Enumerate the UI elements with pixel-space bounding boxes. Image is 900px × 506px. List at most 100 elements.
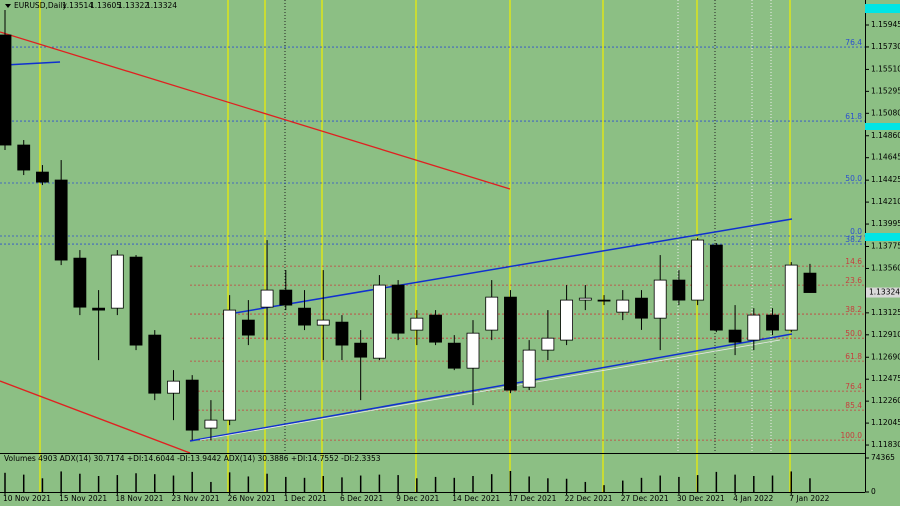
y-tick-label: 1.15080 [871, 108, 900, 117]
y2-tick-label: 74365 [871, 453, 895, 462]
candle-body [17, 144, 31, 171]
candle-body [0, 34, 12, 146]
header-high: 1.13605 [90, 1, 121, 10]
candle-body [560, 299, 573, 341]
candle-body [672, 279, 686, 301]
fibo-label: 100.0 [841, 431, 863, 440]
candle-body [709, 244, 723, 331]
y-tick-label: 1.12910 [871, 330, 900, 339]
y-tick-label: 1.15295 [871, 86, 900, 95]
y-tick-label: 1.14425 [871, 175, 900, 184]
y-tick-label: 1.15510 [871, 64, 900, 73]
candle-body [597, 299, 611, 302]
candle-body [110, 254, 124, 309]
header-close: 1.13324 [146, 1, 177, 10]
y-tick-label: 1.14860 [871, 131, 900, 140]
vertical-lines [39, 0, 791, 492]
candle-body [429, 314, 442, 343]
fibo-label: 76.4 [845, 382, 862, 391]
candle-body [204, 419, 218, 429]
fibo-label: 76.4 [845, 38, 862, 47]
x-tick-label: 22 Dec 2021 [565, 494, 613, 503]
x-tick-label: 18 Nov 2021 [115, 494, 163, 503]
x-tick-label: 9 Dec 2021 [396, 494, 439, 503]
y-tick-label: 1.15945 [871, 20, 900, 29]
candle-body [391, 284, 405, 334]
candle-body [54, 179, 68, 261]
x-tick-label: 30 Dec 2021 [677, 494, 725, 503]
x-tick-label: 17 Dec 2021 [508, 494, 556, 503]
price-marker [865, 4, 900, 13]
candle-body [73, 257, 87, 308]
axes: 1.15945 1.15730 1.15510 1.15295 1.15080 1.148… [3, 20, 900, 503]
price-marker [865, 123, 900, 130]
candle-body [522, 349, 536, 388]
candle-body [279, 289, 293, 306]
candle-body [485, 296, 499, 331]
symbol-marker [5, 4, 11, 8]
candle-body [728, 329, 742, 343]
current-price-box [866, 287, 900, 298]
candle-body [129, 256, 143, 346]
candle-body [36, 171, 49, 183]
candle-body [260, 289, 274, 308]
fibo-label: 14.6 [845, 257, 862, 266]
candle-body [803, 272, 817, 293]
candle-body [148, 334, 162, 394]
x-tick-label: 27 Dec 2021 [621, 494, 669, 503]
candle-body [635, 297, 648, 319]
y-tick-label: 1.11830 [871, 440, 900, 449]
fibo-label: 38.2 [845, 305, 862, 314]
candle-body [447, 342, 461, 369]
y-tick-label: 1.13125 [871, 308, 900, 317]
fibo-label: 50.0 [845, 329, 862, 338]
y-tick-label: 1.12690 [871, 352, 900, 361]
candle-body [784, 264, 798, 331]
x-tick-label: 23 Nov 2021 [171, 494, 219, 503]
candle-body [223, 309, 237, 421]
x-tick-label: 7 Jan 2022 [789, 494, 829, 503]
candle-body [691, 239, 705, 301]
x-tick-label: 26 Nov 2021 [228, 494, 276, 503]
y-tick-label: 1.13995 [871, 219, 900, 228]
x-tick-label: 1 Dec 2021 [284, 494, 327, 503]
candle-body [298, 307, 311, 326]
fibo-label: 38.2 [845, 235, 862, 244]
y-tick-label: 1.12475 [871, 374, 900, 383]
candle-body [316, 319, 330, 326]
y-tick-label: 1.14645 [871, 153, 900, 162]
x-tick-label: 4 Jan 2022 [733, 494, 773, 503]
fibo-label: 61.8 [845, 352, 862, 361]
volume-pane: 74365 0 [4, 453, 895, 496]
x-tick-label: 10 Nov 2021 [3, 494, 51, 503]
y-tick-label: 1.12260 [871, 396, 900, 405]
candle-body [410, 317, 424, 331]
candle-body [541, 337, 555, 351]
candle-body [578, 297, 592, 301]
y-tick-label: 1.15730 [871, 42, 900, 51]
price-marker [865, 233, 900, 241]
candle-body [747, 314, 761, 341]
indicator-label: Volumes 4903 ADX(14) 30.7174 +DI:14.6044… [4, 454, 381, 463]
candle-body [466, 332, 480, 369]
candle-body [185, 379, 199, 431]
candle-body [335, 321, 349, 346]
fibo-label: 23.6 [845, 276, 862, 285]
x-tick-label: 6 Dec 2021 [340, 494, 383, 503]
y-tick-label: 1.14210 [871, 197, 900, 206]
x-tick-label: 14 Dec 2021 [452, 494, 500, 503]
fibo-label: 0.0 [850, 227, 862, 236]
y-tick-label: 1.13560 [871, 263, 900, 272]
fibo-label: 50.0 [845, 174, 862, 183]
y-tick-label: 1.12045 [871, 418, 900, 427]
header-low: 1.13322 [118, 1, 149, 10]
y-tick-label: 1.13775 [871, 242, 900, 251]
x-tick-label: 15 Nov 2021 [59, 494, 107, 503]
candle-body [766, 314, 779, 331]
header-open: 1.13514 [62, 1, 93, 10]
candle-body [504, 296, 517, 391]
y2-tick-label: 0 [871, 487, 876, 496]
